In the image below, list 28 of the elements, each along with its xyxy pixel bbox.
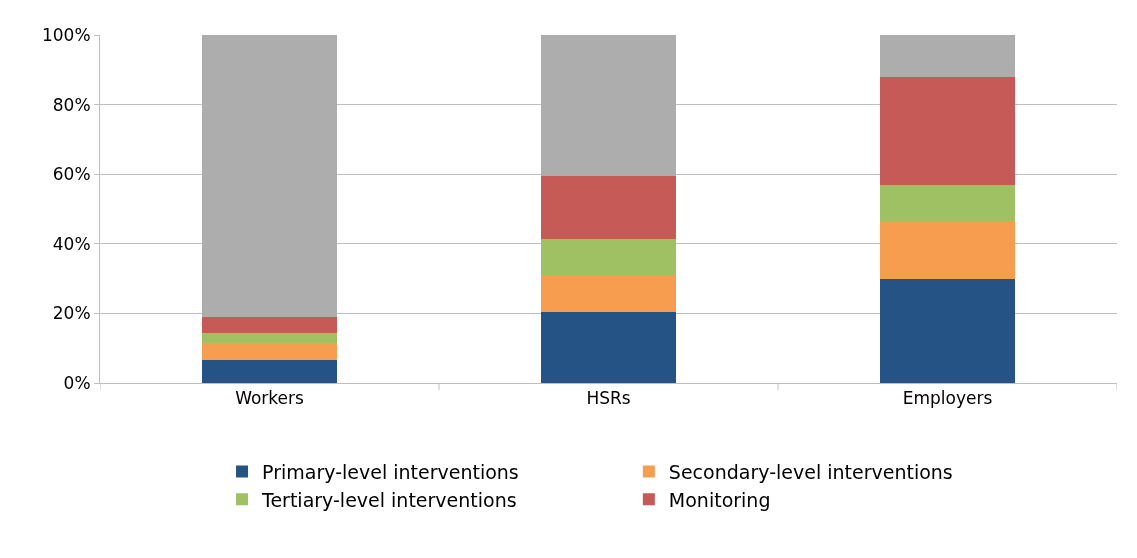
y-tick-label: 0% bbox=[63, 372, 91, 393]
bar bbox=[540, 275, 677, 312]
x-tick-label: Employers bbox=[902, 388, 993, 409]
x-tick-label: HSRs bbox=[586, 388, 631, 409]
legend-label: Primary-level interventions bbox=[262, 460, 519, 483]
bar bbox=[540, 35, 677, 176]
y-tick-label: 20% bbox=[52, 303, 91, 324]
legend-label: Tertiary-level interventions bbox=[261, 488, 517, 511]
bar bbox=[540, 238, 677, 276]
bar bbox=[879, 35, 1016, 77]
bar bbox=[879, 221, 1016, 279]
y-tick-label: 100% bbox=[41, 24, 91, 45]
legend-label: Monitoring bbox=[668, 488, 771, 511]
y-tick-label: 60% bbox=[52, 164, 91, 185]
bar bbox=[879, 278, 1016, 383]
bar bbox=[879, 76, 1016, 185]
bar bbox=[540, 175, 677, 239]
y-tick-label: 40% bbox=[52, 233, 91, 254]
y-tick-label: 80% bbox=[52, 94, 91, 115]
bar bbox=[879, 184, 1016, 222]
x-tick-label: Workers bbox=[235, 388, 305, 409]
bar bbox=[201, 35, 338, 317]
legend-label: Secondary-level interventions bbox=[668, 460, 953, 483]
bar bbox=[201, 316, 338, 333]
bar bbox=[201, 342, 338, 361]
bar bbox=[201, 360, 338, 383]
bar bbox=[201, 332, 338, 343]
bar bbox=[540, 311, 677, 383]
